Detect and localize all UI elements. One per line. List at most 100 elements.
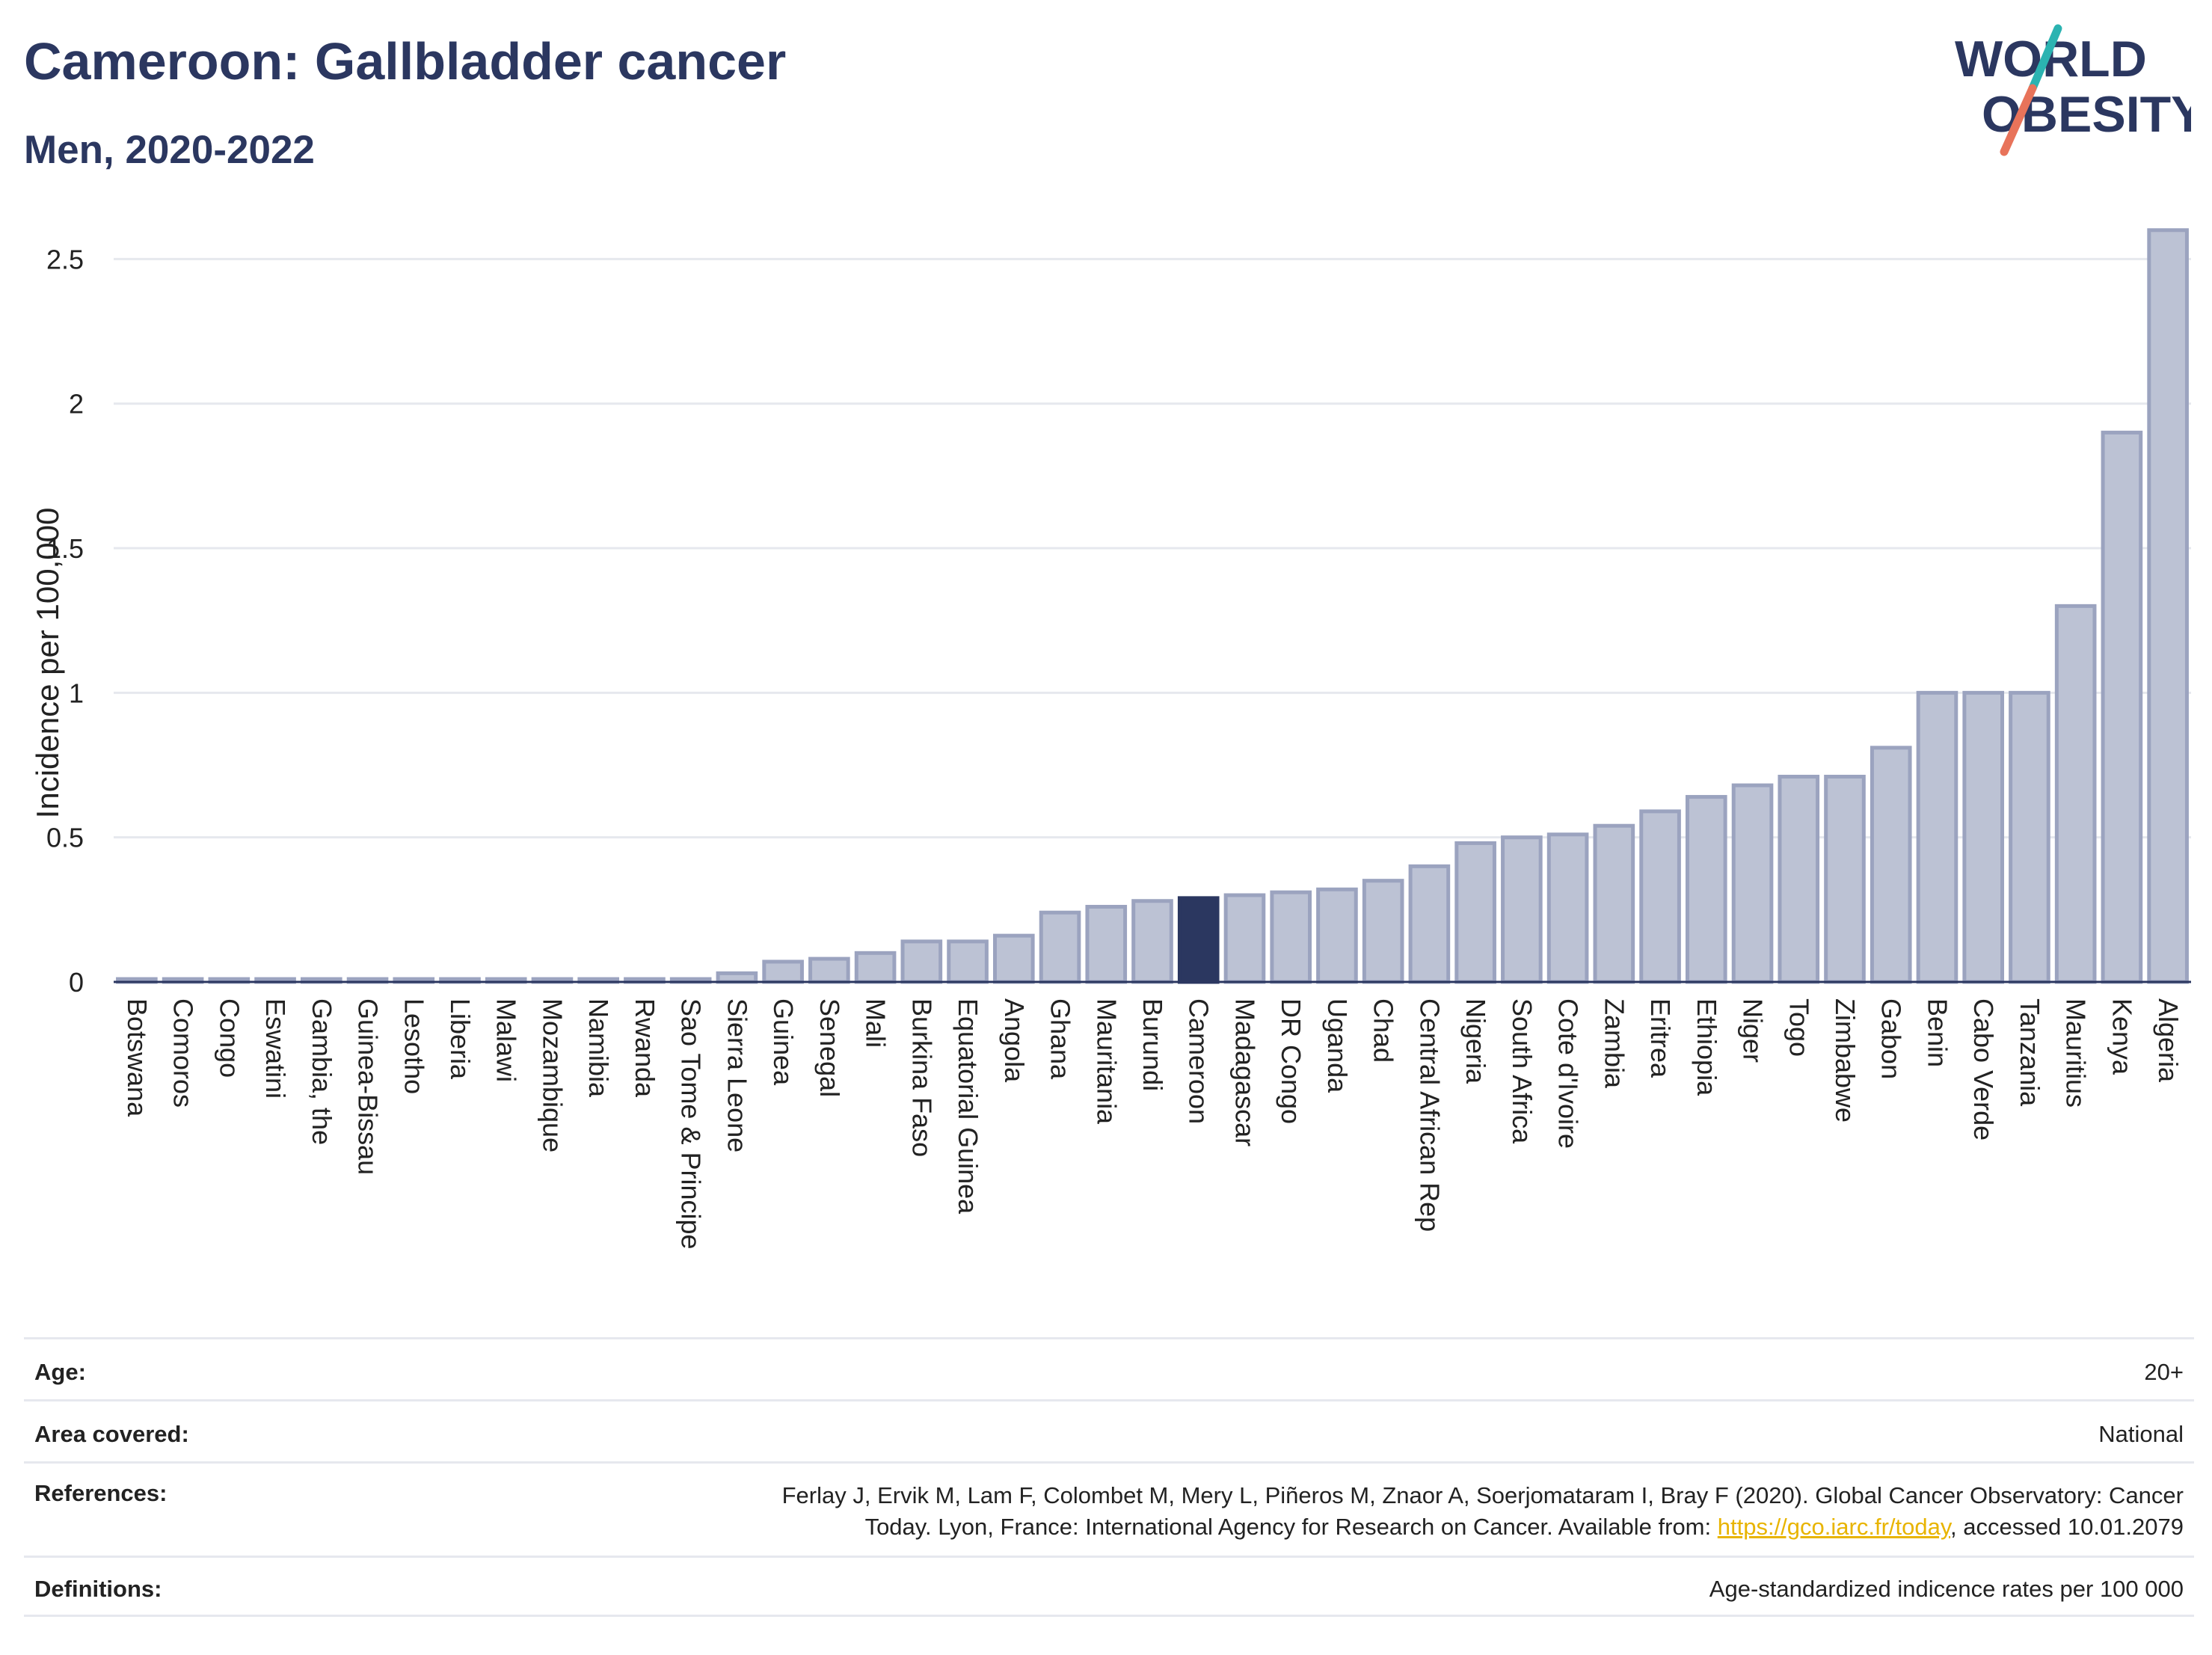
bars xyxy=(116,228,2189,984)
x-tick-label: Ghana xyxy=(1045,998,1076,1080)
x-tick-label: Lesotho xyxy=(399,998,429,1094)
bar-ghana xyxy=(1039,910,1081,984)
x-tick-label: Uganda xyxy=(1322,998,1353,1093)
logo-slash-teal xyxy=(2028,24,2062,93)
x-tick-label: Eswatini xyxy=(260,998,291,1099)
x-tick-label: Botswana xyxy=(122,998,153,1117)
bar-madagascar xyxy=(1223,893,1266,984)
x-tick-label: Kenya xyxy=(2107,998,2137,1075)
y-tick-label: 0 xyxy=(69,967,84,998)
x-tick-label: Gambia, the xyxy=(307,998,337,1145)
x-tick-label: Equatorial Guinea xyxy=(953,998,983,1215)
bar-mali xyxy=(854,951,897,984)
bar-cabo-verde xyxy=(1962,690,2005,984)
x-tick-label: Burkina Faso xyxy=(906,998,937,1157)
x-tick-label: Cabo Verde xyxy=(1968,998,1999,1140)
x-tick-label: Eritrea xyxy=(1645,998,1676,1078)
bar-central-african-rep xyxy=(1408,864,1451,984)
definitions-label: Definitions: xyxy=(34,1576,162,1602)
bar-chart: 0 0.5 1 1.5 2 2.5 Botswana Comoros Congo Eswatin… xyxy=(30,228,2191,1250)
references-line2-prefix: Today. Lyon, France: International Agenc… xyxy=(864,1514,1718,1540)
bar-burundi xyxy=(1131,899,1173,984)
x-tick-label: Mozambique xyxy=(537,998,568,1152)
x-tick-labels: Botswana Comoros Congo Eswatini Gambia, the G… xyxy=(122,998,2184,1250)
bar-dr-congo xyxy=(1270,890,1312,984)
x-tick-label: Liberia xyxy=(445,998,476,1080)
x-tick-label: Guinea-Bissau xyxy=(353,998,384,1175)
age-label: Age: xyxy=(34,1359,86,1385)
references-line2-suffix: , accessed 10.01.2079 xyxy=(1950,1514,2184,1540)
x-tick-label: Malawi xyxy=(491,998,522,1082)
logo-slash-coral xyxy=(2000,84,2037,156)
x-tick-label: South Africa xyxy=(1507,998,1537,1144)
x-tick-label: Tanzania xyxy=(2015,998,2045,1107)
bar-cote-d-ivoire xyxy=(1546,832,1589,984)
bar-chad xyxy=(1362,879,1404,984)
references-line1: Ferlay J, Ervik M, Lam F, Colombet M, Me… xyxy=(781,1482,2184,1508)
references-label: References: xyxy=(34,1480,168,1506)
x-tick-label: Comoros xyxy=(168,998,199,1108)
x-tick-label: Sao Tome & Principe xyxy=(676,998,707,1250)
bar-tanzania xyxy=(2009,690,2050,984)
bar-zimbabwe xyxy=(1824,774,1866,984)
y-tick-labels: 0 0.5 1 1.5 2 2.5 xyxy=(46,244,84,998)
bar-mauritius xyxy=(2054,604,2097,984)
info-table: Age: 20+ Area covered: National Referenc… xyxy=(24,1337,2194,1617)
x-tick-label: Chad xyxy=(1368,998,1399,1063)
x-tick-label: Mauritania xyxy=(1091,998,1122,1125)
x-tick-label: Algeria xyxy=(2153,998,2184,1083)
x-tick-label: Central African Rep xyxy=(1414,998,1445,1232)
x-tick-label: Benin xyxy=(1922,998,1953,1067)
chart-title: Cameroon: Gallbladder cancer xyxy=(24,32,787,90)
bar-ethiopia xyxy=(1685,795,1727,984)
chart-subtitle: Men, 2020-2022 xyxy=(24,128,315,172)
y-tick-label: 1 xyxy=(69,678,84,708)
info-row-definitions: Definitions: Age-standardized indicence … xyxy=(24,1556,2194,1617)
bar-zambia xyxy=(1593,823,1635,984)
info-row-references: References: Ferlay J, Ervik M, Lam F, Co… xyxy=(24,1461,2194,1556)
bar-sierra-leone xyxy=(716,971,758,984)
x-tick-label: Zambia xyxy=(1599,998,1629,1089)
x-tick-label: Niger xyxy=(1738,998,1769,1063)
y-tick-label: 2 xyxy=(69,389,84,420)
x-tick-label: Guinea xyxy=(768,998,799,1086)
bar-burkina-faso xyxy=(900,939,943,984)
x-tick-label: Rwanda xyxy=(630,998,660,1098)
age-value: 20+ xyxy=(2144,1359,2184,1385)
info-row-age: Age: 20+ xyxy=(24,1337,2194,1399)
y-tick-label: 1.5 xyxy=(46,533,84,564)
bar-kenya xyxy=(2101,430,2143,984)
bar-niger xyxy=(1731,783,1774,984)
world-obesity-logo: WORLD OBESITY xyxy=(1955,24,2191,156)
x-tick-label: Sierra Leone xyxy=(722,998,752,1152)
bar-senegal xyxy=(808,957,850,984)
info-row-area: Area covered: National xyxy=(24,1399,2194,1461)
x-tick-label: Namibia xyxy=(583,998,614,1098)
area-covered-value: National xyxy=(2098,1421,2184,1447)
x-tick-label: Cote d'Ivoire xyxy=(1553,998,1584,1149)
y-axis-title: Incidence per 100,000 xyxy=(30,508,65,819)
bar-eritrea xyxy=(1639,809,1681,984)
bar-benin xyxy=(1916,690,1958,984)
x-tick-label: Burundi xyxy=(1137,998,1168,1091)
x-tick-label: Mauritius xyxy=(2061,998,2092,1108)
bar-gabon xyxy=(1870,746,1912,984)
references-value: Ferlay J, Ervik M, Lam F, Colombet M, Me… xyxy=(782,1480,2184,1543)
x-tick-label: Angola xyxy=(999,998,1030,1083)
definitions-value: Age-standardized indicence rates per 100… xyxy=(1709,1576,2184,1602)
bar-togo xyxy=(1778,774,1820,984)
bar-equatorial-guinea xyxy=(947,939,989,984)
y-tick-label: 0.5 xyxy=(46,823,84,853)
x-tick-label: Mali xyxy=(861,998,891,1048)
x-tick-label: Ethiopia xyxy=(1692,998,1722,1096)
x-tick-label: Gabon xyxy=(1876,998,1907,1079)
references-link[interactable]: https://gco.iarc.fr/today xyxy=(1717,1514,1951,1540)
bar-algeria xyxy=(2147,228,2189,984)
x-tick-label: Congo xyxy=(214,998,245,1078)
x-tick-label: DR Congo xyxy=(1276,998,1306,1124)
x-tick-label: Madagascar xyxy=(1229,998,1260,1146)
bar-guinea xyxy=(762,959,804,984)
bar-nigeria xyxy=(1454,841,1496,984)
bar-uganda xyxy=(1316,887,1358,984)
x-tick-label: Cameroon xyxy=(1184,998,1214,1124)
